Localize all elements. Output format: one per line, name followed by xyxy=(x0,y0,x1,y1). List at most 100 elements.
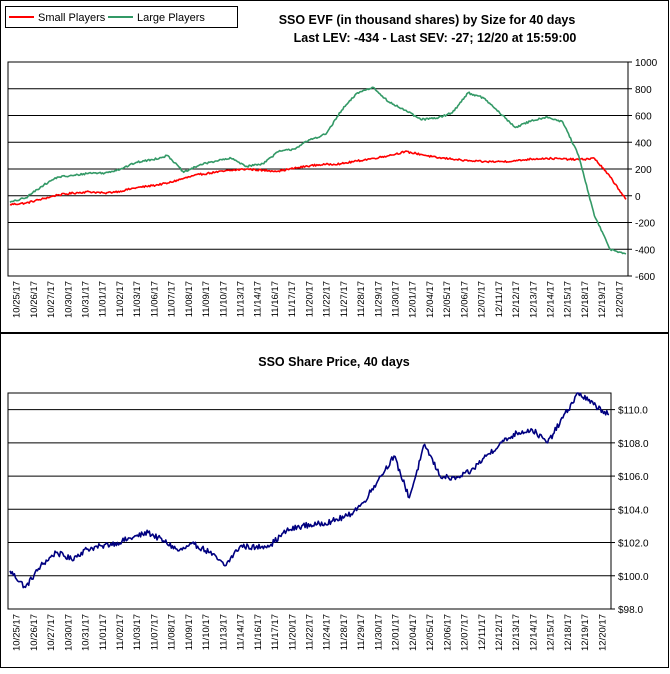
x-tick-label: 11/22/17 xyxy=(322,281,333,317)
x-tick-label: 11/09/17 xyxy=(184,614,195,650)
x-tick-label: 11/10/17 xyxy=(218,281,229,317)
y-tick-label: -400 xyxy=(635,245,655,256)
x-tick-label: 12/18/17 xyxy=(563,614,574,651)
x-tick-label: 11/17/17 xyxy=(287,281,298,317)
x-tick-label: 11/30/17 xyxy=(373,614,384,650)
y-tick-label: 600 xyxy=(635,112,652,123)
x-tick-label: 11/07/17 xyxy=(149,614,160,650)
x-tick-label: 11/30/17 xyxy=(391,281,402,317)
x-tick-label: 11/27/17 xyxy=(339,281,350,317)
y-tick-label: 1000 xyxy=(635,58,658,69)
x-tick-label: 11/22/17 xyxy=(305,614,316,650)
y-tick-label: $106.0 xyxy=(618,472,649,483)
x-tick-label: 12/05/17 xyxy=(442,281,453,318)
x-tick-label: 12/14/17 xyxy=(546,281,557,318)
x-tick-label: 10/31/17 xyxy=(81,614,92,651)
series-line xyxy=(9,86,627,255)
x-tick-label: 12/05/17 xyxy=(425,614,436,651)
x-tick-label: 12/20/17 xyxy=(614,281,625,318)
x-tick-label: 12/19/17 xyxy=(597,281,608,318)
x-tick-label: 11/14/17 xyxy=(253,281,264,317)
x-tick-label: 10/25/17 xyxy=(12,281,23,318)
x-tick-label: 10/31/17 xyxy=(81,281,92,318)
x-tick-label: 11/28/17 xyxy=(356,281,367,317)
x-tick-label: 12/13/17 xyxy=(528,281,539,318)
y-tick-label: 400 xyxy=(635,138,652,149)
x-tick-label: 12/04/17 xyxy=(425,281,436,318)
x-tick-label: 12/19/17 xyxy=(580,614,591,651)
x-tick-label: 11/16/17 xyxy=(270,281,281,317)
x-tick-label: 12/20/17 xyxy=(597,614,608,651)
legend-label-small-players: Small Players xyxy=(38,12,106,24)
y-tick-label: -600 xyxy=(635,272,655,283)
y-tick-label: $104.0 xyxy=(618,505,649,516)
x-tick-label: 11/16/17 xyxy=(253,614,264,650)
x-tick-label: 11/14/17 xyxy=(236,614,247,650)
x-tick-label: 11/09/17 xyxy=(201,281,212,317)
x-tick-label: 11/08/17 xyxy=(184,281,195,317)
y-tick-label: 0 xyxy=(635,192,641,203)
x-tick-label: 10/27/17 xyxy=(46,614,57,651)
x-tick-label: 11/17/17 xyxy=(270,614,281,650)
x-tick-label: 12/01/17 xyxy=(391,614,402,651)
x-tick-label: 11/13/17 xyxy=(218,614,229,650)
series-line xyxy=(9,392,610,589)
x-tick-label: 11/20/17 xyxy=(304,281,315,317)
x-tick-label: 11/03/17 xyxy=(132,281,143,317)
x-tick-label: 11/24/17 xyxy=(322,614,333,650)
x-tick-label: 12/11/17 xyxy=(494,281,505,317)
x-tick-label: 11/10/17 xyxy=(201,614,212,650)
top-plot-area: 1000 800 600 400 200 0 -200 -400 -600 10/25/17 10/… xyxy=(7,58,658,318)
x-tick-label: 10/30/17 xyxy=(63,281,74,318)
y-tick-label: -200 xyxy=(635,219,655,230)
x-tick-label: 11/08/17 xyxy=(167,614,178,650)
y-tick-label: $102.0 xyxy=(618,539,649,550)
y-tick-label: $110.0 xyxy=(618,406,648,417)
y-tick-label: $108.0 xyxy=(618,439,649,450)
series-line xyxy=(9,150,627,206)
x-tick-label: 12/06/17 xyxy=(442,614,453,651)
x-tick-label: 12/07/17 xyxy=(477,281,488,318)
x-tick-label: 11/02/17 xyxy=(115,281,126,317)
x-tick-label: 12/11/17 xyxy=(477,614,488,650)
x-tick-label: 11/02/17 xyxy=(115,614,126,650)
x-tick-label: 12/12/17 xyxy=(494,614,505,651)
x-tick-label: 11/13/17 xyxy=(236,281,247,317)
x-tick-label: 11/01/17 xyxy=(98,614,109,650)
top-chart-title: SSO EVF (in thousand shares) by Size for… xyxy=(279,13,576,27)
x-tick-label: 12/01/17 xyxy=(408,281,419,318)
bottom-plot-area: $110.0 $108.0 $106.0 $104.0 $102.0 $100.0 $98.… xyxy=(7,392,649,651)
legend-label-large-players: Large Players xyxy=(137,12,205,24)
y-tick-label: 200 xyxy=(635,165,652,176)
x-tick-label: 11/29/17 xyxy=(356,614,367,650)
bottom-chart-frame xyxy=(0,333,669,668)
x-tick-label: 11/06/17 xyxy=(149,281,160,317)
y-tick-label: $98.0 xyxy=(618,605,643,616)
x-tick-label: 11/07/17 xyxy=(167,281,178,317)
plot-border xyxy=(7,61,629,277)
y-tick-label: $100.0 xyxy=(618,572,649,583)
x-tick-label: 12/15/17 xyxy=(563,281,574,318)
x-tick-label: 12/06/17 xyxy=(459,281,470,318)
x-tick-label: 11/20/17 xyxy=(287,614,298,650)
plot-border xyxy=(7,392,612,610)
x-tick-label: 10/26/17 xyxy=(29,614,40,651)
x-tick-label: 12/14/17 xyxy=(528,614,539,651)
x-tick-label: 10/26/17 xyxy=(29,281,40,318)
x-tick-label: 11/01/17 xyxy=(98,281,109,317)
x-tick-label: 11/28/17 xyxy=(339,614,350,650)
x-tick-label: 11/29/17 xyxy=(373,281,384,317)
y-tick-label: 800 xyxy=(635,85,652,96)
x-tick-label: 10/25/17 xyxy=(12,614,23,651)
x-tick-label: 12/18/17 xyxy=(580,281,591,318)
x-tick-label: 12/15/17 xyxy=(546,614,557,651)
x-tick-label: 12/07/17 xyxy=(460,614,471,651)
top-chart-frame xyxy=(0,0,669,333)
legend: Small Players Large Players xyxy=(5,6,238,28)
x-tick-label: 12/13/17 xyxy=(511,614,522,651)
x-tick-label: 10/30/17 xyxy=(63,614,74,651)
x-tick-label: 12/12/17 xyxy=(511,281,522,318)
top-chart-subtitle: Last LEV: -434 - Last SEV: -27; 12/20 at… xyxy=(294,31,577,45)
